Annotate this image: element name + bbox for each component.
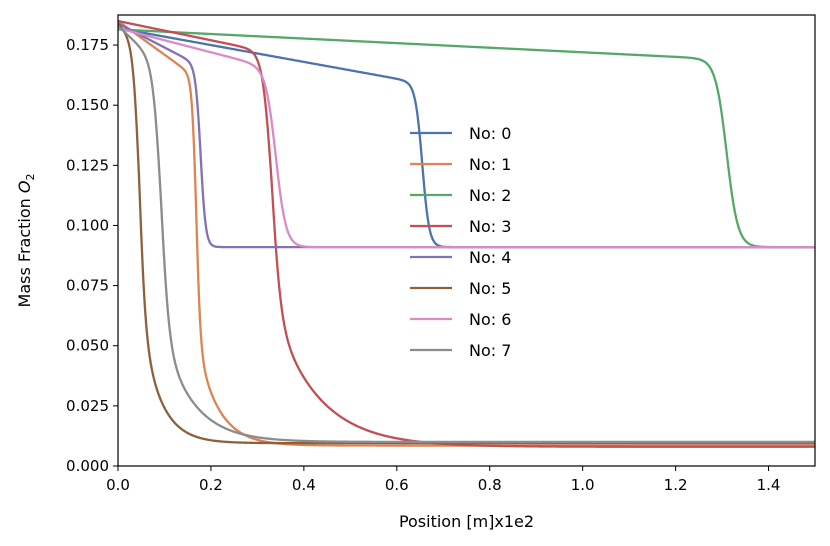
x-tick-label: 1.2 (664, 476, 688, 494)
legend-label: No: 4 (469, 248, 511, 267)
x-tick-label: 1.0 (571, 476, 595, 494)
x-tick-label: 0.6 (385, 476, 409, 494)
y-tick-label: 0.125 (66, 156, 109, 174)
x-tick-label: 0.2 (199, 476, 223, 494)
legend-label: No: 0 (469, 124, 511, 143)
series-line-0 (118, 27, 815, 249)
series-line-2 (118, 28, 815, 249)
y-tick-label: 0.075 (66, 277, 109, 295)
series-line-3 (118, 19, 815, 448)
legend-label: No: 7 (469, 341, 511, 360)
x-tick-label: 0.8 (478, 476, 502, 494)
x-tick-label: 0.0 (106, 476, 130, 494)
series-layer (118, 19, 815, 448)
x-axis: 0.0 0.2 0.4 0.6 0.8 1.0 1.2 1.4 (106, 466, 780, 494)
legend-label: No: 6 (469, 310, 511, 329)
y-tick-label: 0.025 (66, 397, 109, 415)
y-axis-label: Mass Fraction O2 (15, 174, 37, 308)
series-line-6 (118, 27, 815, 249)
y-tick-label: 0.100 (66, 216, 109, 234)
y-axis-label-symbol: O (15, 181, 34, 194)
legend: No: 0 No: 1 No: 2 No: 3 No: 4 No: 5 No: 6 No: 7 (410, 124, 511, 360)
x-axis-label: Position [m]x1e2 (399, 512, 534, 531)
legend-label: No: 3 (469, 217, 511, 236)
x-tick-label: 1.4 (757, 476, 781, 494)
series-line-1 (118, 20, 815, 447)
legend-label: No: 1 (469, 155, 511, 174)
series-line-5 (118, 22, 815, 445)
y-axis-label-subscript: 2 (24, 174, 37, 181)
y-axis-label-text: Mass Fraction (15, 193, 34, 307)
y-tick-label: 0.050 (66, 337, 109, 355)
y-axis: 0.000 0.025 0.050 0.075 0.100 0.125 0.150 0.175 (66, 36, 118, 475)
plot-frame (117, 14, 816, 467)
x-tick-label: 0.4 (292, 476, 316, 494)
series-line-7 (118, 24, 815, 444)
y-tick-label: 0.150 (66, 96, 109, 114)
series-line-4 (118, 22, 815, 249)
legend-label: No: 2 (469, 186, 511, 205)
y-tick-label: 0.175 (66, 36, 109, 54)
y-tick-label: 0.000 (66, 457, 109, 475)
legend-label: No: 5 (469, 279, 511, 298)
